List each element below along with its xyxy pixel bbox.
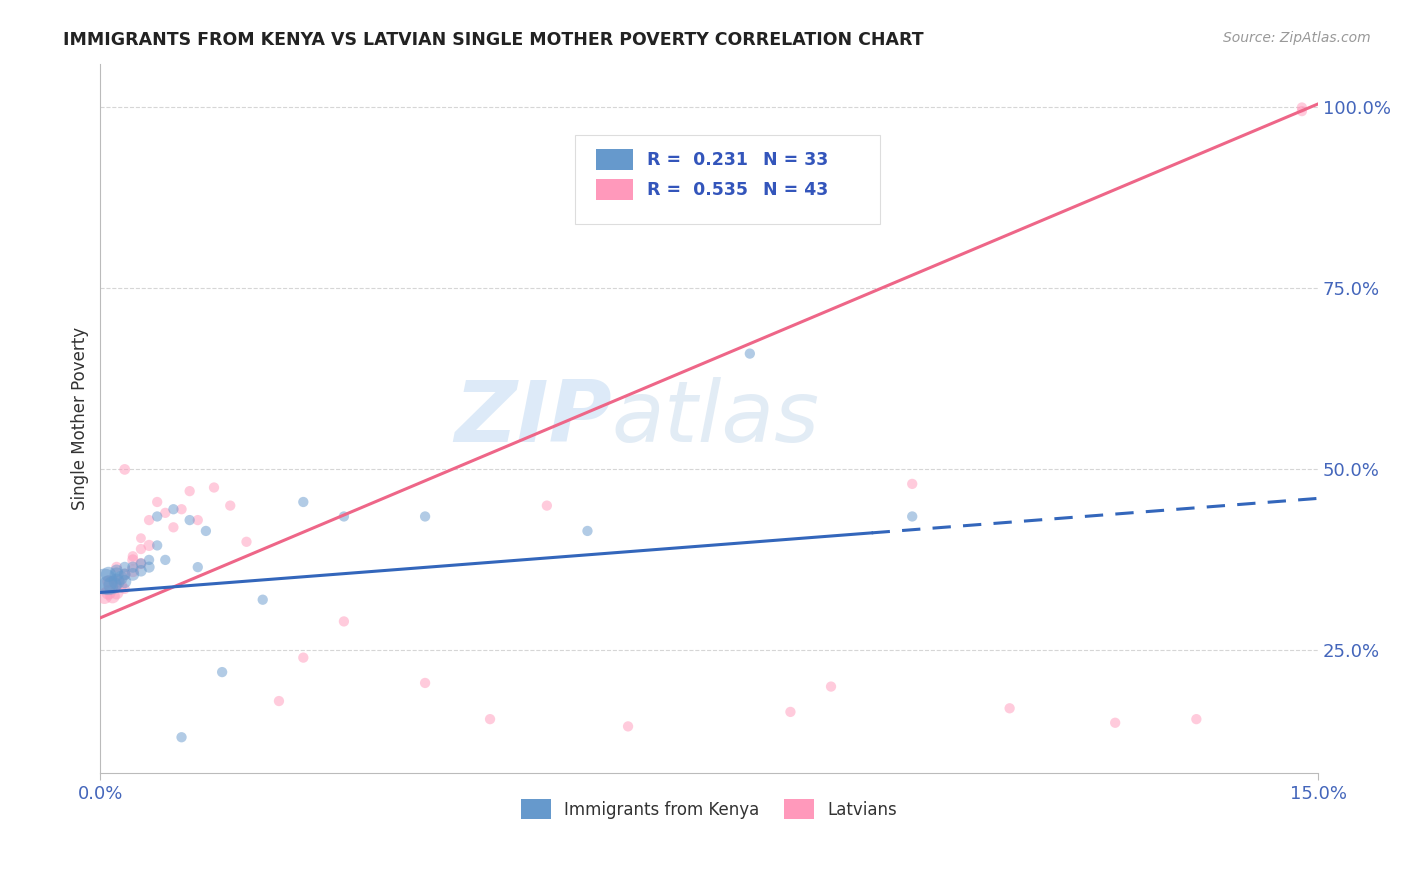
Point [129,542,152,557]
Point [138,553,160,567]
Text: N = 33: N = 33 [763,151,828,169]
Point [194,524,217,538]
Point [114,560,136,574]
Point [121,567,143,582]
Point [617,719,640,733]
Point [187,513,209,527]
Point [110,578,132,592]
Point [155,553,177,567]
Point [129,564,152,578]
Point [202,481,225,495]
Point [121,560,143,574]
Y-axis label: Single Mother Poverty: Single Mother Poverty [72,327,89,510]
Point [105,567,128,582]
Point [97,578,120,592]
Text: Source: ZipAtlas.com: Source: ZipAtlas.com [1223,31,1371,45]
Text: R =  0.231: R = 0.231 [647,151,748,169]
Point [138,560,160,574]
Point [170,731,193,745]
Point [162,502,184,516]
Point [105,574,128,589]
Point [155,506,177,520]
Point [121,553,143,567]
Point [146,509,169,524]
Point [413,676,436,690]
Point [114,462,136,476]
Text: atlas: atlas [612,377,820,460]
Point [114,567,136,582]
Point [146,538,169,552]
Point [179,513,201,527]
Point [170,502,193,516]
Text: R =  0.535: R = 0.535 [647,180,748,199]
FancyBboxPatch shape [596,179,633,201]
Point [146,495,169,509]
Point [187,560,209,574]
Point [93,589,115,603]
Text: ZIP: ZIP [454,377,612,460]
Point [252,592,274,607]
Point [1104,715,1126,730]
Point [179,484,201,499]
Point [292,495,315,509]
Point [536,499,558,513]
Point [219,499,242,513]
Point [738,346,761,360]
Text: IMMIGRANTS FROM KENYA VS LATVIAN SINGLE MOTHER POVERTY CORRELATION CHART: IMMIGRANTS FROM KENYA VS LATVIAN SINGLE … [63,31,924,49]
Point [1291,101,1313,115]
Point [105,564,128,578]
Point [333,615,356,629]
Point [93,574,115,589]
Point [110,571,132,585]
Point [1185,712,1208,726]
FancyBboxPatch shape [596,149,633,170]
Point [105,560,128,574]
Point [129,557,152,571]
Point [333,509,356,524]
Point [138,513,160,527]
Point [820,680,842,694]
Point [105,585,128,599]
Point [901,509,924,524]
FancyBboxPatch shape [575,135,880,224]
Point [97,567,120,582]
Point [413,509,436,524]
Point [121,549,143,564]
Point [901,476,924,491]
Point [101,589,124,603]
Point [114,582,136,596]
Point [162,520,184,534]
Point [121,564,143,578]
Point [97,585,120,599]
Point [101,578,124,592]
Point [292,650,315,665]
Point [211,665,233,679]
Point [479,712,502,726]
Point [129,531,152,545]
Point [114,574,136,589]
Point [138,538,160,552]
Point [105,574,128,589]
Point [1291,104,1313,119]
Legend: Immigrants from Kenya, Latvians: Immigrants from Kenya, Latvians [515,793,904,825]
Text: N = 43: N = 43 [763,180,828,199]
Point [129,557,152,571]
Point [576,524,599,538]
Point [267,694,290,708]
Point [97,574,120,589]
Point [998,701,1021,715]
Point [779,705,801,719]
Point [114,567,136,582]
Point [235,534,257,549]
